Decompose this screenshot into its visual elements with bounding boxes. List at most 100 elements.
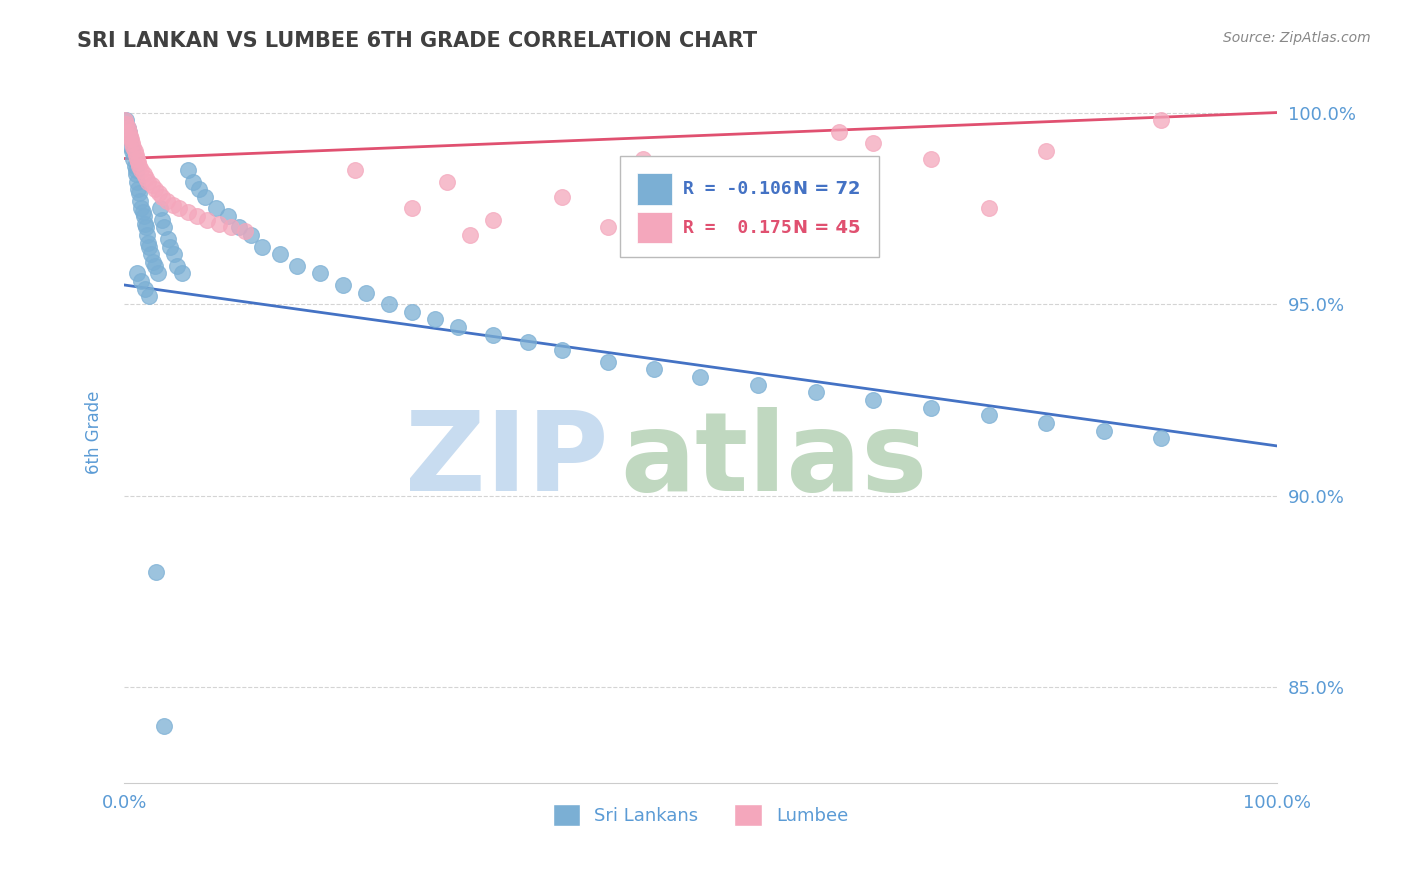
- Point: [482, 327, 505, 342]
- Point: [131, 163, 153, 178]
- Text: R =  0.175: R = 0.175: [683, 219, 792, 236]
- Bar: [637, 173, 672, 204]
- Point: [114, 113, 136, 128]
- Text: R = -0.106: R = -0.106: [683, 180, 792, 198]
- Point: [124, 147, 146, 161]
- Point: [124, 144, 146, 158]
- Point: [127, 155, 149, 169]
- Point: [747, 377, 769, 392]
- Point: [124, 167, 146, 181]
- Point: [124, 159, 146, 173]
- Point: [285, 259, 308, 273]
- Point: [146, 267, 169, 281]
- Legend: Sri Lankans, Lumbee: Sri Lankans, Lumbee: [546, 797, 855, 834]
- Point: [118, 125, 141, 139]
- Point: [689, 202, 711, 216]
- Point: [195, 212, 218, 227]
- Point: [132, 167, 155, 181]
- Point: [138, 289, 160, 303]
- Point: [142, 255, 165, 269]
- Point: [252, 240, 274, 254]
- Point: [447, 320, 470, 334]
- Point: [148, 186, 170, 200]
- Point: [121, 136, 143, 151]
- Point: [115, 113, 138, 128]
- Point: [143, 182, 166, 196]
- Point: [118, 128, 141, 143]
- Point: [125, 152, 148, 166]
- Point: [135, 220, 157, 235]
- Point: [162, 197, 184, 211]
- Point: [598, 220, 620, 235]
- Point: [862, 392, 884, 407]
- Point: [115, 117, 138, 131]
- Point: [120, 140, 142, 154]
- Point: [150, 190, 173, 204]
- Point: [458, 228, 481, 243]
- Point: [135, 170, 157, 185]
- Point: [139, 247, 162, 261]
- Point: [132, 209, 155, 223]
- Point: [128, 159, 150, 173]
- Text: N = 72: N = 72: [793, 180, 860, 198]
- Point: [332, 277, 354, 292]
- Point: [401, 202, 423, 216]
- Point: [551, 343, 574, 357]
- Point: [228, 220, 250, 235]
- Point: [141, 178, 163, 193]
- Point: [804, 385, 827, 400]
- Point: [131, 274, 153, 288]
- Point: [1092, 424, 1115, 438]
- Point: [425, 312, 447, 326]
- Point: [143, 259, 166, 273]
- Point: [166, 259, 188, 273]
- Point: [343, 163, 366, 178]
- Point: [920, 401, 942, 415]
- Text: SRI LANKAN VS LUMBEE 6TH GRADE CORRELATION CHART: SRI LANKAN VS LUMBEE 6TH GRADE CORRELATI…: [77, 31, 758, 51]
- Point: [862, 136, 884, 151]
- Point: [309, 267, 332, 281]
- Point: [127, 182, 149, 196]
- Point: [208, 217, 231, 231]
- Point: [138, 235, 160, 250]
- Point: [689, 370, 711, 384]
- Point: [117, 120, 139, 135]
- Point: [551, 190, 574, 204]
- Point: [643, 362, 665, 376]
- Point: [176, 163, 198, 178]
- Point: [125, 174, 148, 188]
- Text: atlas: atlas: [620, 407, 927, 514]
- Point: [129, 194, 152, 208]
- Point: [1150, 113, 1173, 128]
- Point: [1035, 144, 1057, 158]
- Point: [1150, 431, 1173, 445]
- Point: [122, 152, 145, 166]
- Point: [828, 125, 851, 139]
- Point: [125, 267, 148, 281]
- Point: [120, 132, 142, 146]
- Point: [217, 209, 239, 223]
- Point: [118, 132, 141, 146]
- FancyBboxPatch shape: [620, 155, 879, 257]
- Point: [436, 174, 458, 188]
- Point: [117, 120, 139, 135]
- Point: [188, 182, 211, 196]
- Point: [1035, 416, 1057, 430]
- Point: [118, 125, 141, 139]
- Point: [163, 247, 186, 261]
- Point: [149, 202, 172, 216]
- Point: [124, 163, 146, 178]
- Point: [233, 224, 256, 238]
- Y-axis label: 6th Grade: 6th Grade: [86, 391, 103, 475]
- Point: [239, 228, 262, 243]
- Point: [920, 152, 942, 166]
- Point: [170, 267, 193, 281]
- Point: [598, 354, 620, 368]
- Point: [156, 232, 179, 246]
- Point: [150, 212, 173, 227]
- Point: [159, 240, 181, 254]
- Point: [153, 718, 176, 732]
- Point: [631, 152, 654, 166]
- Point: [153, 220, 176, 235]
- Point: [194, 190, 217, 204]
